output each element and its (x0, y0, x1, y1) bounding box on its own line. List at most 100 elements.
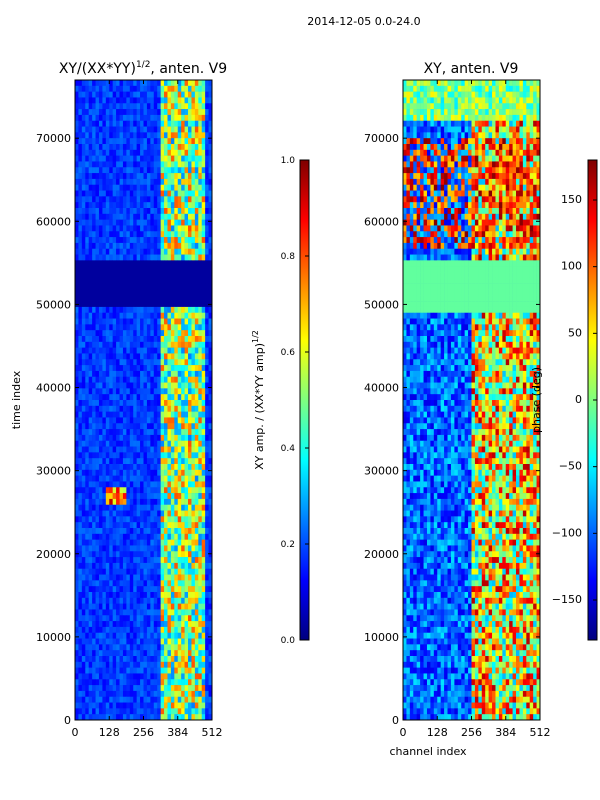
heatmap-cell (136, 673, 141, 680)
heatmap-cell (481, 149, 486, 156)
heatmap-cell (194, 423, 199, 430)
heatmap-cell (194, 248, 199, 255)
heatmap-cell (208, 289, 212, 296)
heatmap-cell (201, 190, 206, 197)
heatmap-cell (105, 382, 110, 389)
heatmap-cell (201, 626, 206, 634)
heatmap-cell (109, 289, 113, 296)
heatmap-cell (485, 80, 489, 87)
heatmap-cell (136, 283, 141, 290)
heatmap-cell (184, 272, 189, 279)
heatmap-cell (413, 126, 417, 133)
heatmap-cell (146, 498, 151, 506)
heatmap-cell (116, 528, 120, 535)
heatmap-cell (102, 557, 107, 564)
heatmap-cell (413, 120, 417, 127)
heatmap-cell (188, 417, 192, 424)
heatmap-cell (122, 225, 127, 232)
heatmap-cell (126, 586, 131, 593)
heatmap-cell (461, 138, 465, 145)
heatmap-cell (478, 126, 483, 133)
heatmap-cell (184, 580, 189, 587)
heatmap-cell (119, 592, 124, 599)
heatmap-cell (170, 696, 175, 703)
heatmap-cell (174, 312, 179, 319)
heatmap-cell (95, 312, 100, 319)
heatmap-cell (167, 440, 172, 447)
heatmap-cell (184, 388, 189, 395)
heatmap-cell (98, 661, 103, 668)
heatmap-cell (153, 510, 158, 517)
heatmap-cell (133, 516, 137, 523)
heatmap-cell (188, 440, 192, 447)
heatmap-cell (174, 562, 179, 570)
heatmap-cell (474, 120, 479, 127)
heatmap-cell (92, 702, 96, 709)
heatmap-cell (184, 155, 189, 162)
heatmap-cell (102, 609, 107, 616)
heatmap-cell (78, 615, 83, 622)
heatmap-cell (174, 429, 179, 436)
heatmap-cell (177, 417, 182, 424)
heatmap-cell (112, 376, 117, 383)
heatmap-cell (157, 283, 161, 290)
heatmap-cell (143, 562, 148, 570)
heatmap-cell (430, 103, 435, 110)
heatmap-cell (146, 597, 151, 604)
heatmap-cell (406, 97, 411, 104)
heatmap-cell (153, 417, 158, 424)
heatmap-cell (194, 446, 199, 453)
heatmap-cell (177, 202, 182, 209)
heatmap-cell (143, 225, 148, 232)
heatmap-cell (109, 272, 113, 279)
heatmap-cell (129, 592, 134, 599)
heatmap-cell (167, 376, 172, 383)
heatmap-cell (122, 208, 127, 215)
heatmap-cell (194, 487, 199, 494)
heatmap-cell (85, 667, 89, 674)
heatmap-cell (75, 696, 79, 703)
heatmap-cell (140, 254, 144, 261)
heatmap-cell (184, 714, 189, 720)
heatmap-cell (136, 429, 141, 436)
heatmap-cell (146, 149, 151, 156)
heatmap-cell (164, 405, 168, 412)
heatmap-cell (109, 120, 113, 127)
heatmap-cell (126, 341, 131, 348)
heatmap-cell (201, 400, 206, 407)
heatmap-cell (102, 533, 107, 540)
heatmap-cell (450, 85, 455, 92)
heatmap-cell (112, 202, 117, 209)
heatmap-cell (105, 114, 110, 122)
heatmap-cell (174, 365, 179, 372)
heatmap-cell (119, 231, 124, 238)
heatmap-cell (92, 446, 96, 453)
heatmap-cell (164, 242, 168, 250)
heatmap-cell (529, 103, 534, 110)
heatmap-cell (174, 714, 179, 720)
heatmap-cell (136, 434, 141, 442)
heatmap-cell (181, 353, 185, 360)
heatmap-cell (140, 685, 144, 692)
heatmap-cell (191, 568, 196, 575)
heatmap-cell (143, 231, 148, 238)
heatmap-cell (81, 673, 86, 680)
heatmap-cell (122, 248, 127, 255)
heatmap-cell (81, 190, 86, 197)
heatmap-cell (526, 149, 531, 156)
heatmap-cell (95, 353, 100, 360)
heatmap-cell (426, 114, 431, 122)
heatmap-cell (92, 266, 96, 273)
heatmap-cell (95, 411, 100, 418)
heatmap-cell (153, 411, 158, 418)
heatmap-cell (208, 626, 212, 634)
heatmap-cell (498, 132, 503, 139)
heatmap-cell (461, 144, 465, 151)
heatmap-cell (181, 423, 185, 430)
heatmap-cell (160, 522, 165, 529)
heatmap-cell (105, 103, 110, 110)
heatmap-cell (194, 103, 199, 110)
heatmap-cell (194, 516, 199, 523)
heatmap-cell (160, 429, 165, 436)
heatmap-cell (153, 394, 158, 401)
